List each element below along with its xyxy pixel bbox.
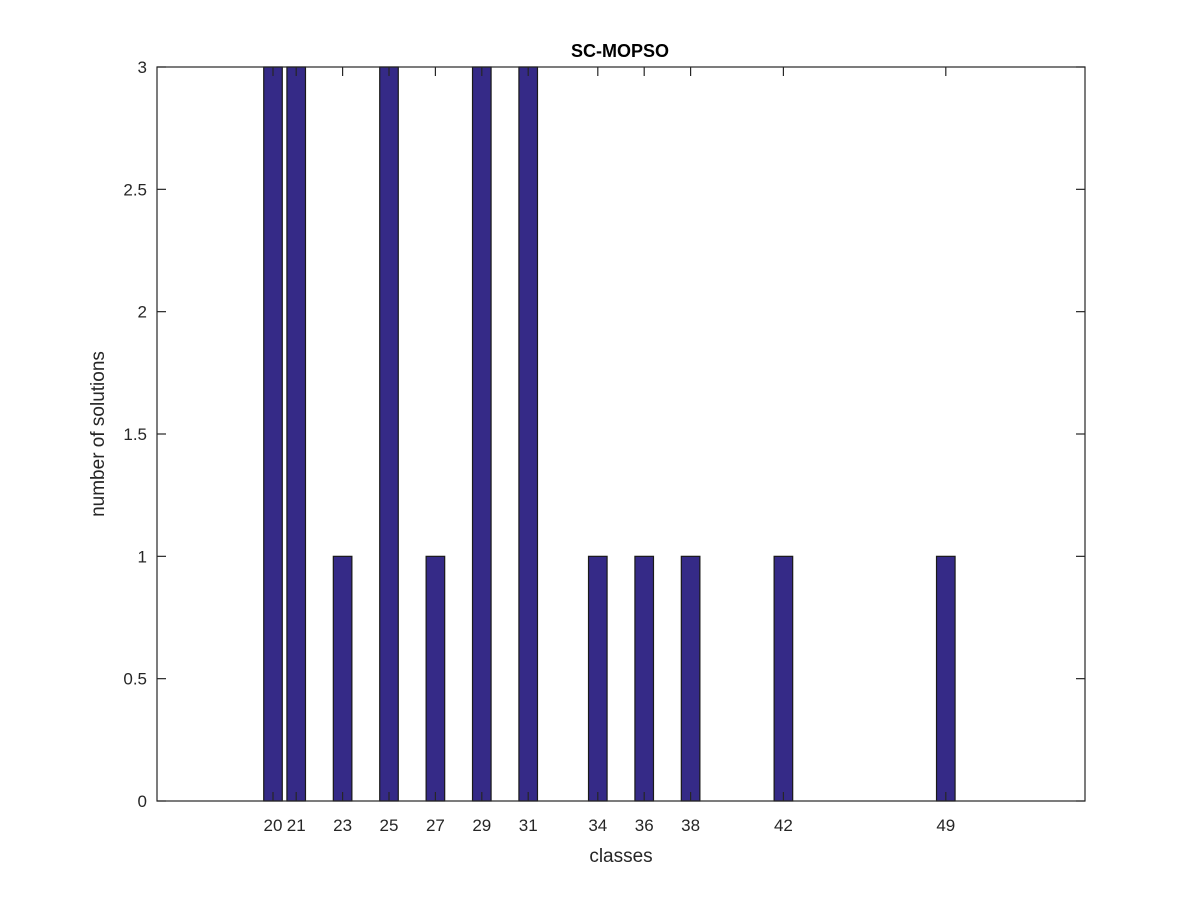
bar-class-25 [379,66,399,802]
bar-class-20 [263,66,283,802]
x-tick-label-27: 27 [426,816,445,835]
x-tick-label-42: 42 [774,816,793,835]
chart-title: SC-MOPSO [571,41,669,61]
y-tick-label-2: 1 [138,547,147,566]
x-tick-label-29: 29 [472,816,491,835]
x-tick-label-31: 31 [519,816,538,835]
bar-class-38 [680,555,701,802]
y-tick-label-3: 1.5 [123,425,147,444]
y-tick-label-1: 0.5 [123,670,147,689]
x-tick-label-38: 38 [681,816,700,835]
bar-class-29 [471,66,492,802]
bar-class-42 [773,555,794,802]
x-tick-label-23: 23 [333,816,352,835]
x-tick-label-34: 34 [588,816,607,835]
bar-class-31 [518,66,539,802]
bar-class-34 [587,555,608,802]
bar-class-21 [286,66,307,802]
y-tick-label-5: 2.5 [123,180,147,199]
bars-group [263,66,956,802]
bar-class-27 [425,555,446,802]
x-tick-label-49: 49 [936,816,955,835]
x-tick-label-20: 20 [264,816,283,835]
y-tick-label-0: 0 [138,792,147,811]
bar-class-36 [634,555,655,802]
ticks-group: 20 21 23 25 27 29 31 34 36 38 42 49 0 0.5 1 1.5 2 2.5 3 [123,58,1085,835]
bar-class-23 [332,555,353,802]
y-axis-label: number of solutions [88,351,109,517]
bar-class-49 [935,555,956,802]
x-tick-label-21: 21 [287,816,306,835]
x-tick-label-36: 36 [635,816,654,835]
y-tick-label-4: 2 [138,303,147,322]
x-tick-label-25: 25 [380,816,399,835]
x-axis-label: classes [589,846,652,867]
y-tick-label-6: 3 [138,58,147,77]
